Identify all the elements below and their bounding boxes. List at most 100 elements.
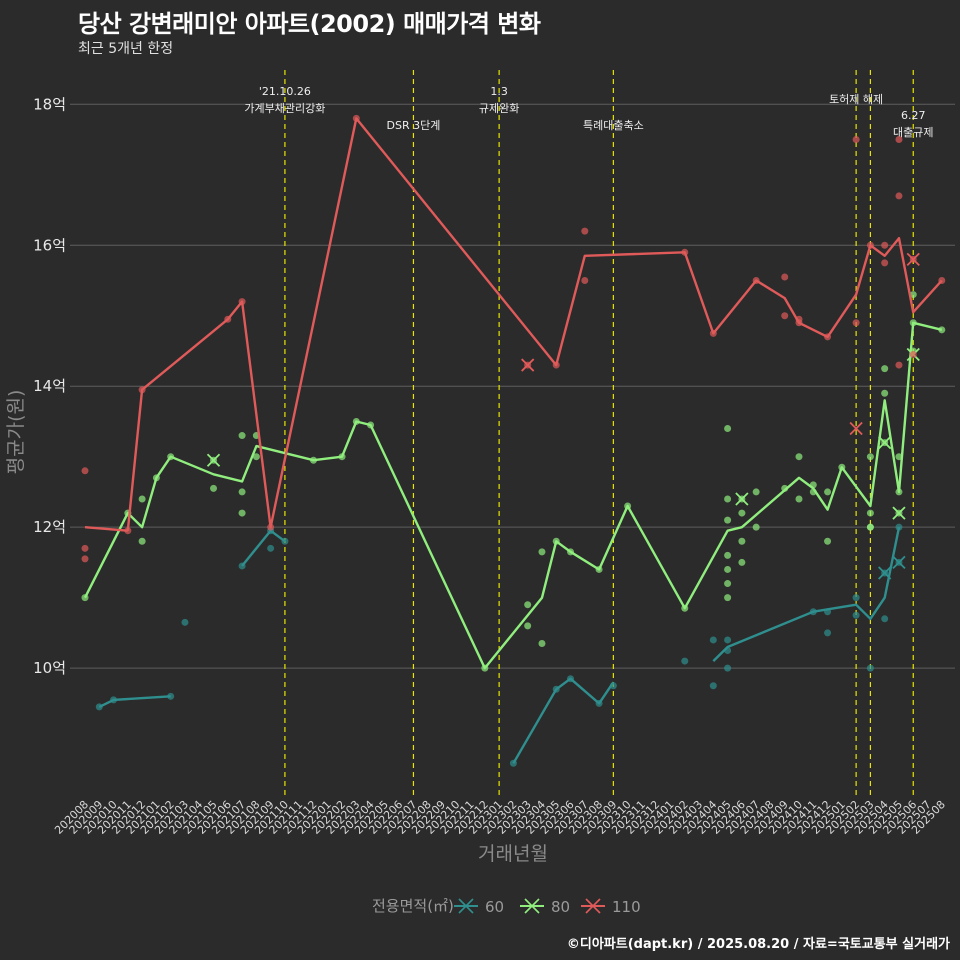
data-point-80 xyxy=(81,594,89,602)
legend-swatch-marker xyxy=(524,898,540,914)
data-point-80 xyxy=(138,537,146,545)
data-point-60 xyxy=(238,562,246,570)
event-label: '21.10.26 xyxy=(259,85,311,98)
cancelled-marker-110 xyxy=(906,252,920,266)
data-point-110 xyxy=(552,361,560,369)
data-point-110 xyxy=(895,136,903,144)
data-point-110 xyxy=(781,312,789,320)
data-point-80 xyxy=(367,421,375,429)
data-point-80 xyxy=(909,291,917,299)
data-point-110 xyxy=(224,315,232,323)
y-tick-label: 16억 xyxy=(33,236,66,254)
data-point-80 xyxy=(210,484,218,492)
series-line-110 xyxy=(126,117,943,531)
data-point-80 xyxy=(738,537,746,545)
data-point-80 xyxy=(567,548,575,556)
data-point-80 xyxy=(809,488,817,496)
cancelled-marker-80 xyxy=(206,453,221,467)
y-axis-title: 평균가(원) xyxy=(5,390,27,475)
data-point-80 xyxy=(595,565,603,573)
event-label: 규제완화 xyxy=(479,102,519,115)
legend-label: 80 xyxy=(551,898,570,916)
data-point-60 xyxy=(724,636,732,644)
series-line-60 xyxy=(712,526,901,662)
data-point-60 xyxy=(866,664,874,672)
data-point-80 xyxy=(724,565,732,573)
event-label: 가계부채관리강화 xyxy=(244,102,325,115)
chart-title: 당산 강변래미안 아파트(2002) 매매가격 변화 xyxy=(78,10,541,38)
data-point-80 xyxy=(824,537,832,545)
data-point-80 xyxy=(238,509,246,517)
data-point-80 xyxy=(881,389,889,397)
data-point-60 xyxy=(824,629,832,637)
data-point-60 xyxy=(709,682,717,690)
data-point-80 xyxy=(838,463,846,471)
data-point-60 xyxy=(681,657,689,665)
data-point-80 xyxy=(238,432,246,440)
y-tick-label: 12억 xyxy=(33,518,66,536)
data-point-110 xyxy=(352,114,360,122)
legend-swatch-marker xyxy=(458,898,474,914)
data-point-60 xyxy=(509,759,517,767)
data-point-80 xyxy=(738,558,746,566)
data-point-80 xyxy=(738,509,746,517)
data-point-80 xyxy=(252,453,260,461)
data-point-110 xyxy=(238,298,246,306)
data-point-60 xyxy=(95,703,103,711)
data-point-110 xyxy=(81,544,89,552)
series-line-110 xyxy=(84,526,128,532)
event-label: 1.3 xyxy=(490,85,508,98)
data-point-60 xyxy=(552,685,560,693)
data-point-60 xyxy=(267,544,275,552)
legend-title: 전용면적(㎡) xyxy=(372,897,454,915)
legend-label: 60 xyxy=(485,898,504,916)
data-point-110 xyxy=(709,329,717,337)
data-point-80 xyxy=(895,488,903,496)
data-point-60 xyxy=(609,682,617,690)
data-point-80 xyxy=(481,664,489,672)
data-point-110 xyxy=(681,248,689,256)
data-point-60 xyxy=(895,523,903,531)
data-point-80 xyxy=(752,523,760,531)
data-point-80 xyxy=(309,456,317,464)
grid-layer xyxy=(70,103,955,669)
data-point-110 xyxy=(124,527,132,535)
data-point-80 xyxy=(866,523,874,531)
x-axis-title: 거래년월 xyxy=(478,843,548,865)
cancelled-marker-110 xyxy=(849,421,863,436)
y-tick-label: 14억 xyxy=(33,377,66,395)
data-point-80 xyxy=(167,453,175,461)
data-point-60 xyxy=(724,664,732,672)
event-label: 특례대출축소 xyxy=(583,119,644,132)
event-label: 토허제 해제 xyxy=(829,92,883,106)
data-point-80 xyxy=(724,594,732,602)
event-label: DSR 3단계 xyxy=(387,119,441,132)
data-point-80 xyxy=(895,453,903,461)
event-label: 6.27 xyxy=(901,109,926,122)
data-point-110 xyxy=(866,241,874,249)
data-point-60 xyxy=(852,594,860,602)
y-tick-label: 10억 xyxy=(33,659,66,677)
data-point-110 xyxy=(795,319,803,327)
series-line-60 xyxy=(241,529,286,567)
data-point-80 xyxy=(824,488,832,496)
data-point-80 xyxy=(909,319,917,327)
data-point-80 xyxy=(538,548,546,556)
cancelled-marker-110 xyxy=(521,358,535,372)
data-point-60 xyxy=(181,618,189,626)
data-point-80 xyxy=(624,502,632,510)
legend-label: 110 xyxy=(612,898,641,916)
data-point-80 xyxy=(795,495,803,503)
data-point-80 xyxy=(795,453,803,461)
data-point-60 xyxy=(567,675,575,683)
data-point-60 xyxy=(824,608,832,616)
data-point-80 xyxy=(866,509,874,517)
data-point-60 xyxy=(595,699,603,707)
data-point-80 xyxy=(552,537,560,545)
chart-caption: ©디아파트(dapt.kr) / 2025.08.20 / 자료=국토교통부 실… xyxy=(566,937,950,952)
data-point-110 xyxy=(852,136,860,144)
legend-swatch-marker xyxy=(585,898,601,914)
data-point-80 xyxy=(866,453,874,461)
data-point-110 xyxy=(909,350,917,358)
data-point-60 xyxy=(881,615,889,623)
